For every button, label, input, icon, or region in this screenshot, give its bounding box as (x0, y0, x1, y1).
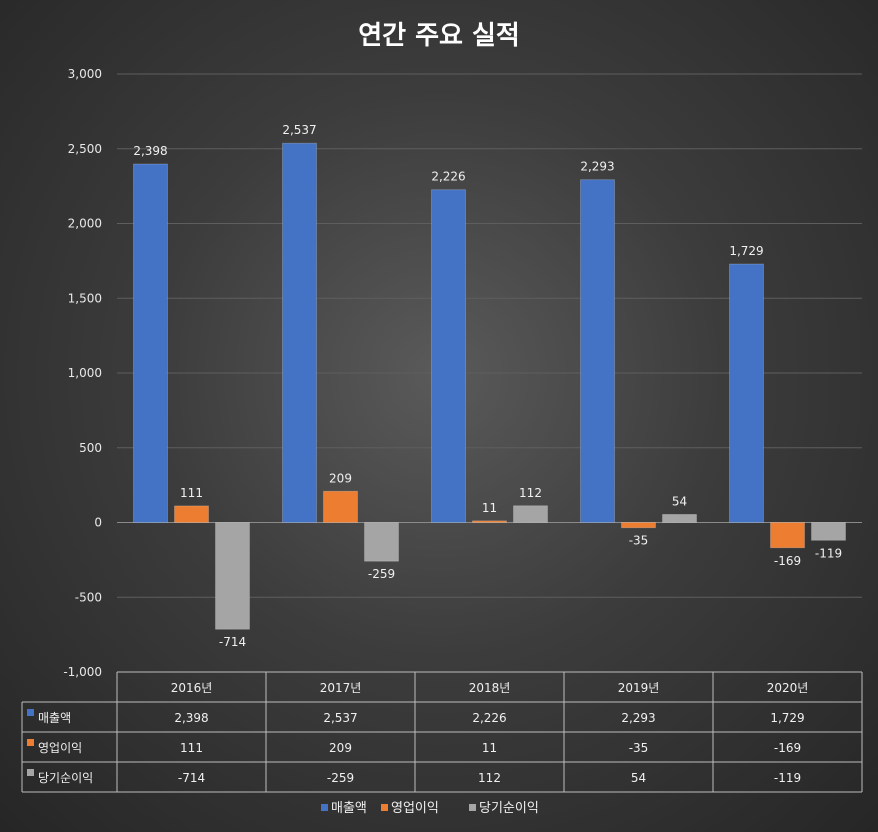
table-header-cell: 2017년 (320, 681, 362, 695)
data-label: -35 (629, 534, 649, 548)
legend-entry: 매출액 (331, 801, 367, 816)
table-header-cell: 2019년 (618, 681, 660, 695)
table-cell: 11 (482, 741, 497, 755)
data-label: 1,729 (729, 244, 763, 258)
legend-key (469, 804, 476, 811)
y-tick-label: 0 (94, 516, 102, 530)
bars (133, 142, 846, 630)
legend-entry: 영업이익 (391, 801, 439, 816)
bar-0-0 (133, 163, 168, 523)
table-cell: -169 (774, 741, 801, 755)
data-label: 111 (180, 486, 203, 500)
legend-key (381, 804, 388, 811)
table-cell: -259 (327, 771, 354, 785)
table-cell: 2,398 (174, 711, 208, 725)
data-label: 112 (519, 486, 542, 500)
bar-1-0 (174, 505, 209, 523)
bar-2-2 (513, 505, 548, 523)
bar-0-1 (282, 142, 317, 523)
bar-0-2 (431, 189, 466, 523)
table-header-cell: 2016년 (171, 681, 213, 695)
table-cell: 111 (180, 741, 203, 755)
table-row-label: 매출액 (38, 711, 71, 725)
y-axis: 3,000 2,500 2,000 1,500 1,000 500 0 -500 -1,000 (63, 67, 102, 679)
table-cell: 2,537 (323, 711, 357, 725)
data-label: 54 (672, 494, 687, 508)
table-row-label: 영업이익 (38, 741, 82, 755)
table-cell: -714 (178, 771, 205, 785)
table-cell: 2,226 (472, 711, 506, 725)
table-row-label: 당기순이익 (38, 771, 93, 785)
bar-0-4 (729, 263, 764, 523)
table-cell: 112 (478, 771, 501, 785)
data-label: 2,398 (133, 144, 167, 158)
legend-key (321, 804, 328, 811)
data-label: 2,293 (580, 160, 614, 174)
table-legend-key (27, 769, 34, 776)
y-tick-label: 1,500 (68, 291, 102, 305)
y-tick-label: 2,500 (68, 142, 102, 156)
legend-entry: 당기순이익 (479, 801, 539, 816)
bar-1-1 (323, 490, 358, 523)
table-header-cell: 2018년 (469, 681, 511, 695)
bar-1-4 (770, 522, 805, 549)
data-label: 2,537 (282, 123, 316, 137)
y-tick-label: 500 (79, 441, 102, 455)
table-cell: 54 (631, 771, 646, 785)
table-legend-key (27, 709, 34, 716)
data-labels: 2,398 2,537 2,226 2,293 1,729 111 209 11 -35 -169… (133, 123, 842, 649)
table-cell: -119 (774, 771, 801, 785)
bar-2-4 (811, 522, 846, 541)
data-label: 11 (482, 501, 497, 515)
data-label: 2,226 (431, 170, 465, 184)
bar-2-1 (364, 522, 399, 562)
data-label: 209 (329, 471, 352, 485)
y-tick-label: -1,000 (63, 665, 102, 679)
table-cell: 209 (329, 741, 352, 755)
chart-title: 연간 주요 실적 (358, 21, 520, 51)
data-label: -169 (774, 554, 801, 568)
data-label: -259 (368, 567, 395, 581)
bar-1-3 (621, 522, 656, 529)
table-header-cell: 2020년 (767, 681, 809, 695)
data-label: -119 (815, 546, 842, 560)
table-cell: 1,729 (770, 711, 804, 725)
legend: 매출액 영업이익 당기순이익 (321, 801, 539, 816)
y-tick-label: 2,000 (68, 217, 102, 231)
bar-1-2 (472, 520, 507, 523)
bar-0-3 (580, 179, 615, 523)
y-tick-label: -500 (75, 590, 102, 604)
table-cell: -35 (629, 741, 649, 755)
y-tick-label: 3,000 (68, 67, 102, 81)
data-label: -714 (219, 635, 246, 649)
bar-2-3 (662, 514, 697, 523)
y-tick-label: 1,000 (68, 366, 102, 380)
bar-2-0 (215, 522, 250, 630)
table-legend-key (27, 739, 34, 746)
table-cell: 2,293 (621, 711, 655, 725)
